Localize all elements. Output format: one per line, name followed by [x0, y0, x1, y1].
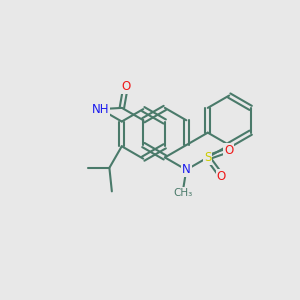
Text: S: S — [204, 151, 212, 164]
Text: CH₃: CH₃ — [173, 188, 192, 198]
Text: O: O — [224, 143, 233, 157]
Text: NH: NH — [92, 103, 109, 116]
Text: O: O — [217, 169, 226, 182]
Text: O: O — [121, 80, 130, 93]
Text: N: N — [182, 163, 191, 176]
